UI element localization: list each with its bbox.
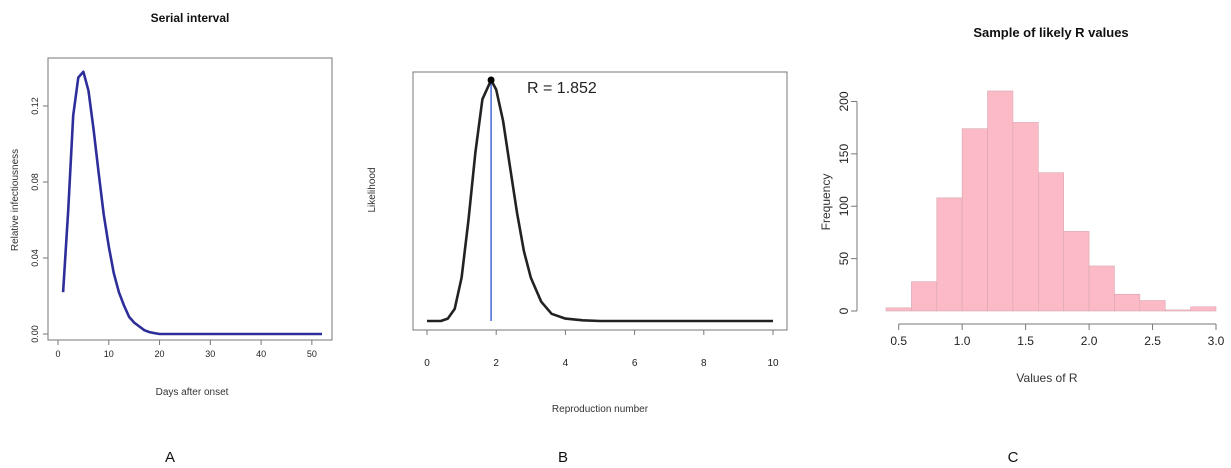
chart-c-xlabel: Values of R <box>1016 371 1077 385</box>
panel-label-c: C <box>1008 449 1019 466</box>
chart-c-bar <box>936 197 963 312</box>
chart-b-series-line <box>427 78 773 323</box>
panel-label-a: A <box>165 449 175 466</box>
chart-b-ylabel: Likelihood <box>367 167 378 212</box>
chart-c-marks: 0 50 100 150 200 0.5 1.0 1.5 2.0 2.5 3.0 <box>837 90 1225 348</box>
chart-c-bar <box>987 90 1014 312</box>
panel-a: Serial interval 0 10 20 30 40 500.000.040.080… <box>10 11 333 466</box>
panel-b: 0 2 4 6 8 10 R = 1.852 Reproduction number Li… <box>367 71 788 466</box>
chart-a-y-tick-label: 0.08 <box>30 173 40 191</box>
chart-b-x-tick-label: 10 <box>767 358 779 369</box>
chart-c-bar <box>1038 172 1064 312</box>
panel-label-b: B <box>558 449 568 466</box>
chart-c-bar <box>1139 300 1166 312</box>
chart-b-plot-box <box>412 71 788 331</box>
chart-b-x-tick-label: 0 <box>424 358 430 369</box>
chart-b-x-tick-label: 8 <box>701 358 707 369</box>
chart-a-series-line <box>61 70 322 336</box>
chart-a-x-tick-label: 50 <box>307 349 317 359</box>
chart-c-bar <box>1114 293 1141 312</box>
chart-b-x-tick-label: 2 <box>493 358 499 369</box>
chart-c-bar <box>885 307 912 312</box>
chart-c-bar <box>911 281 938 312</box>
chart-c-bar <box>961 128 988 312</box>
chart-c-x-tick-label: 2.0 <box>1081 334 1098 348</box>
chart-a-x-tick-label: 10 <box>104 349 114 359</box>
chart-a-x-tick-label: 30 <box>205 349 215 359</box>
chart-a-x-tick-label: 20 <box>155 349 165 359</box>
panel-c: Sample of likely R values 0 50 100 150 200 0.… <box>819 25 1225 466</box>
chart-c-y-tick-label: 0 <box>837 307 851 314</box>
chart-a-xlabel: Days after onset <box>156 387 229 398</box>
chart-a-plot-box <box>47 57 333 341</box>
chart-c-ylabel: Frequency <box>819 174 833 231</box>
chart-a-y-tick-label: 0.04 <box>30 249 40 267</box>
chart-a-y-tick-label: 0.00 <box>30 325 40 343</box>
chart-a-ylabel: Relative infectiousness <box>10 149 21 251</box>
chart-b-annotation: R = 1.852 <box>527 80 597 97</box>
chart-c-x-tick-label: 1.0 <box>954 334 971 348</box>
chart-a-marks: 0 10 20 30 40 50 0.00 0.04 0.08 0.12 <box>30 70 322 359</box>
chart-c-x-tick-label: 1.5 <box>1017 334 1034 348</box>
chart-c-bar <box>1063 231 1090 312</box>
chart-c-bar <box>1012 122 1039 312</box>
chart-c-bar <box>1164 309 1191 312</box>
chart-c-y-tick-label: 100 <box>837 196 851 216</box>
chart-b-xlabel: Reproduction number <box>552 404 649 415</box>
chart-b-marks: 0 2 4 6 8 10 <box>424 76 779 369</box>
chart-c-x-tick-label: 2.5 <box>1144 334 1161 348</box>
chart-a-title: Serial interval <box>151 11 230 25</box>
chart-c-x-tick-label: 3.0 <box>1208 334 1225 348</box>
chart-a-y-tick-label: 0.12 <box>30 97 40 115</box>
chart-c-bar <box>1190 306 1217 312</box>
chart-b-x-tick-label: 6 <box>632 358 638 369</box>
chart-c-y-tick-label: 150 <box>837 144 851 164</box>
chart-a-x-tick-label: 0 <box>55 349 60 359</box>
chart-a-x-tick-label: 40 <box>256 349 266 359</box>
chart-c-x-tick-label: 0.5 <box>890 334 907 348</box>
chart-c-bar <box>1088 265 1115 312</box>
chart-b-peak-point <box>487 76 495 84</box>
chart-c-title: Sample of likely R values <box>973 25 1128 40</box>
chart-c-y-tick-label: 200 <box>837 91 851 111</box>
chart-b-x-tick-label: 4 <box>563 358 569 369</box>
chart-c-y-tick-label: 50 <box>837 252 851 266</box>
